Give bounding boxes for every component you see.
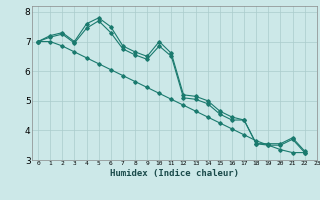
X-axis label: Humidex (Indice chaleur): Humidex (Indice chaleur)	[110, 169, 239, 178]
